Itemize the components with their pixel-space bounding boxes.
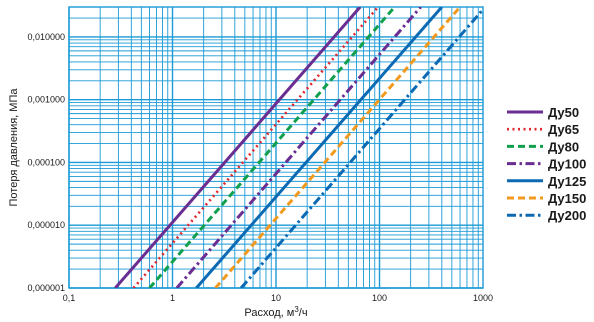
y-tick-labels: 0,000001 0,000010 0,000100 0,001000 0,010000 — [27, 32, 65, 293]
legend-label: Ду80 — [548, 139, 579, 154]
x-tick-label: 0,1 — [63, 293, 76, 303]
series-lines — [114, 7, 483, 288]
x-axis-title: Расход, м3/ч — [244, 305, 307, 319]
series-line-1 — [114, 7, 362, 288]
legend-item: Ду150 — [507, 191, 586, 206]
legend-label: Ду125 — [548, 174, 586, 189]
x-tick-label: 1000 — [473, 293, 493, 303]
legend-item: Ду200 — [507, 208, 586, 223]
series-line-4 — [175, 7, 422, 288]
legend-item: Ду125 — [507, 174, 586, 189]
y-tick-label: 0,010000 — [27, 32, 65, 42]
legend-item: Ду65 — [507, 122, 579, 137]
legend-label: Ду100 — [548, 157, 586, 172]
legend-item: Ду50 — [507, 105, 579, 120]
series-line-3 — [148, 7, 396, 288]
series-line-5 — [195, 7, 443, 288]
legend: Ду50 Ду65 Ду80 Ду100 Ду125 Ду150 Ду200 — [507, 105, 586, 223]
legend-item: Ду100 — [507, 157, 586, 172]
y-tick-label: 0,000010 — [27, 220, 65, 230]
legend-label: Ду50 — [548, 105, 579, 120]
y-tick-label: 0,000100 — [27, 157, 65, 167]
series-line-6 — [214, 7, 462, 288]
x-tick-labels: 0,1 1 10 100 1000 — [63, 293, 493, 303]
y-axis-title: Потеря давления, МПа — [8, 88, 20, 207]
series-line-2 — [132, 7, 380, 288]
x-tick-label: 100 — [372, 293, 387, 303]
legend-label: Ду200 — [548, 208, 586, 223]
x-tick-label: 1 — [170, 293, 175, 303]
x-tick-label: 10 — [271, 293, 281, 303]
grid — [68, 6, 484, 289]
legend-label: Ду150 — [548, 191, 586, 206]
y-tick-label: 0,000001 — [27, 283, 65, 293]
legend-label: Ду65 — [548, 122, 579, 137]
series-line-7 — [239, 7, 483, 288]
plot-frame — [68, 6, 484, 289]
y-tick-label: 0,001000 — [27, 95, 65, 105]
legend-item: Ду80 — [507, 139, 579, 154]
